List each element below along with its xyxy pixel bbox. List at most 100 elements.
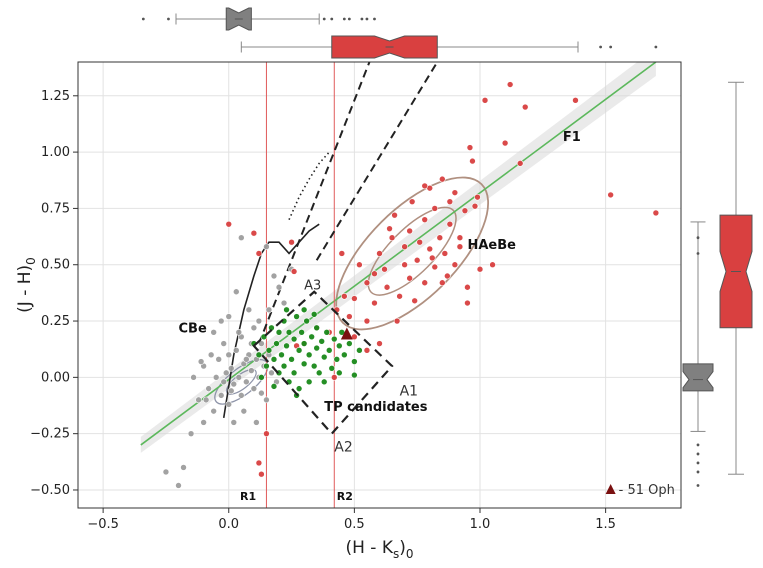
tp-point xyxy=(275,329,283,336)
haebe-point xyxy=(363,279,371,287)
haebe-point xyxy=(461,207,469,214)
haebe-point xyxy=(381,265,388,273)
haebe-point xyxy=(607,191,614,199)
tp-point xyxy=(310,362,318,370)
haebe-point xyxy=(346,313,353,320)
label-a3: A3 xyxy=(304,279,321,294)
haebe-point xyxy=(330,374,338,381)
cbe-point xyxy=(212,374,220,381)
tp-point xyxy=(258,374,265,381)
marginal-y-cbe-flier xyxy=(696,452,700,456)
marginal-x-haebe-flier xyxy=(609,45,613,49)
haebe-point xyxy=(444,272,451,280)
haebe-point xyxy=(451,189,459,196)
cbe-point xyxy=(248,367,255,374)
xlabel-sub1: s xyxy=(393,547,399,561)
tp-point xyxy=(295,385,303,392)
cbe-point xyxy=(280,299,288,307)
haebe-point xyxy=(451,261,459,269)
xlabel-main: (H - K xyxy=(345,538,393,558)
haebe-point xyxy=(376,250,383,257)
marginal-y-cbe-flier xyxy=(696,252,700,255)
tp-point xyxy=(333,356,341,363)
haebe-point xyxy=(351,295,358,302)
cbe-point xyxy=(220,378,228,386)
haebe-point xyxy=(439,279,446,287)
tp-point xyxy=(303,317,310,325)
label-f1: F1 xyxy=(563,130,581,145)
marginal-x-cbe-flier xyxy=(141,17,145,21)
tp-point xyxy=(330,335,338,343)
haebe-point xyxy=(431,205,439,212)
haebe-point xyxy=(376,340,383,347)
plot-frame xyxy=(77,61,682,509)
tp-point xyxy=(356,347,363,354)
y-tick-label: 0.25 xyxy=(41,314,70,329)
cbe-point xyxy=(232,347,240,354)
marginal-x-haebe-flier xyxy=(599,45,602,49)
cbe-point xyxy=(205,385,212,392)
tp-point xyxy=(310,310,318,318)
haebe-point xyxy=(356,261,363,269)
cbe-point xyxy=(255,317,263,325)
cbe-point xyxy=(263,396,270,404)
giant-track xyxy=(288,151,330,221)
tp-point xyxy=(278,351,285,359)
cbe-point xyxy=(162,468,170,476)
tp-point xyxy=(300,360,308,368)
cbe-point xyxy=(222,369,230,377)
cbe-point xyxy=(263,243,270,251)
marginal-x-cbe-flier xyxy=(360,17,364,21)
cbe-point xyxy=(250,324,258,332)
tp-point xyxy=(290,335,298,343)
tp-point xyxy=(283,342,290,350)
haebe-point xyxy=(411,297,418,305)
haebe-point xyxy=(456,234,464,241)
haebe-point xyxy=(652,209,660,217)
marginal-x-cbe-flier xyxy=(167,17,170,21)
y-tick-label: 0.00 xyxy=(41,370,70,385)
marginal-x-cbe-flier xyxy=(373,17,376,21)
tp-point xyxy=(335,342,343,350)
cbe-point xyxy=(243,378,250,386)
ylabel-main: (J - H) xyxy=(15,265,35,313)
haebe-point xyxy=(401,261,408,269)
tp-point xyxy=(341,351,348,359)
tp-point xyxy=(285,329,293,336)
label-haebe: HAeBe xyxy=(467,238,516,253)
cbe-point xyxy=(215,356,222,363)
tp-point xyxy=(315,369,323,377)
cbe-point xyxy=(217,317,225,325)
label-a1: A1 xyxy=(400,383,418,399)
haebe-point xyxy=(363,347,371,354)
marginal-y-cbe-flier xyxy=(696,236,700,240)
cbe-point xyxy=(230,419,238,426)
tp-point xyxy=(335,369,343,377)
haebe-point xyxy=(406,227,413,235)
y-tick-label: 0.75 xyxy=(41,201,70,216)
cbe-point xyxy=(227,387,235,395)
haebe-point xyxy=(393,317,401,325)
cbe-point xyxy=(195,396,202,404)
label-r1: R1 xyxy=(240,490,256,503)
cbe-point xyxy=(225,401,233,408)
marginal-x-cbe-flier xyxy=(322,17,326,21)
haebe-point xyxy=(441,250,449,257)
marginal-x-cbe-flier xyxy=(342,17,346,21)
haebe-point xyxy=(386,225,393,232)
cbe-point xyxy=(200,419,207,426)
cbe-point xyxy=(258,340,265,347)
legend-oph-marker xyxy=(605,483,616,494)
plot-area xyxy=(77,61,682,509)
haebe-point xyxy=(521,103,529,111)
haebe-point xyxy=(338,250,346,257)
haebe-point xyxy=(428,254,436,262)
cbe-point xyxy=(230,380,238,388)
tp-point xyxy=(305,351,313,359)
haebe-point xyxy=(401,243,408,251)
tp-point xyxy=(270,356,278,363)
tp-point xyxy=(300,306,308,314)
cbe-point xyxy=(235,374,243,381)
tp-point xyxy=(320,353,328,361)
haebe-point xyxy=(476,265,484,273)
